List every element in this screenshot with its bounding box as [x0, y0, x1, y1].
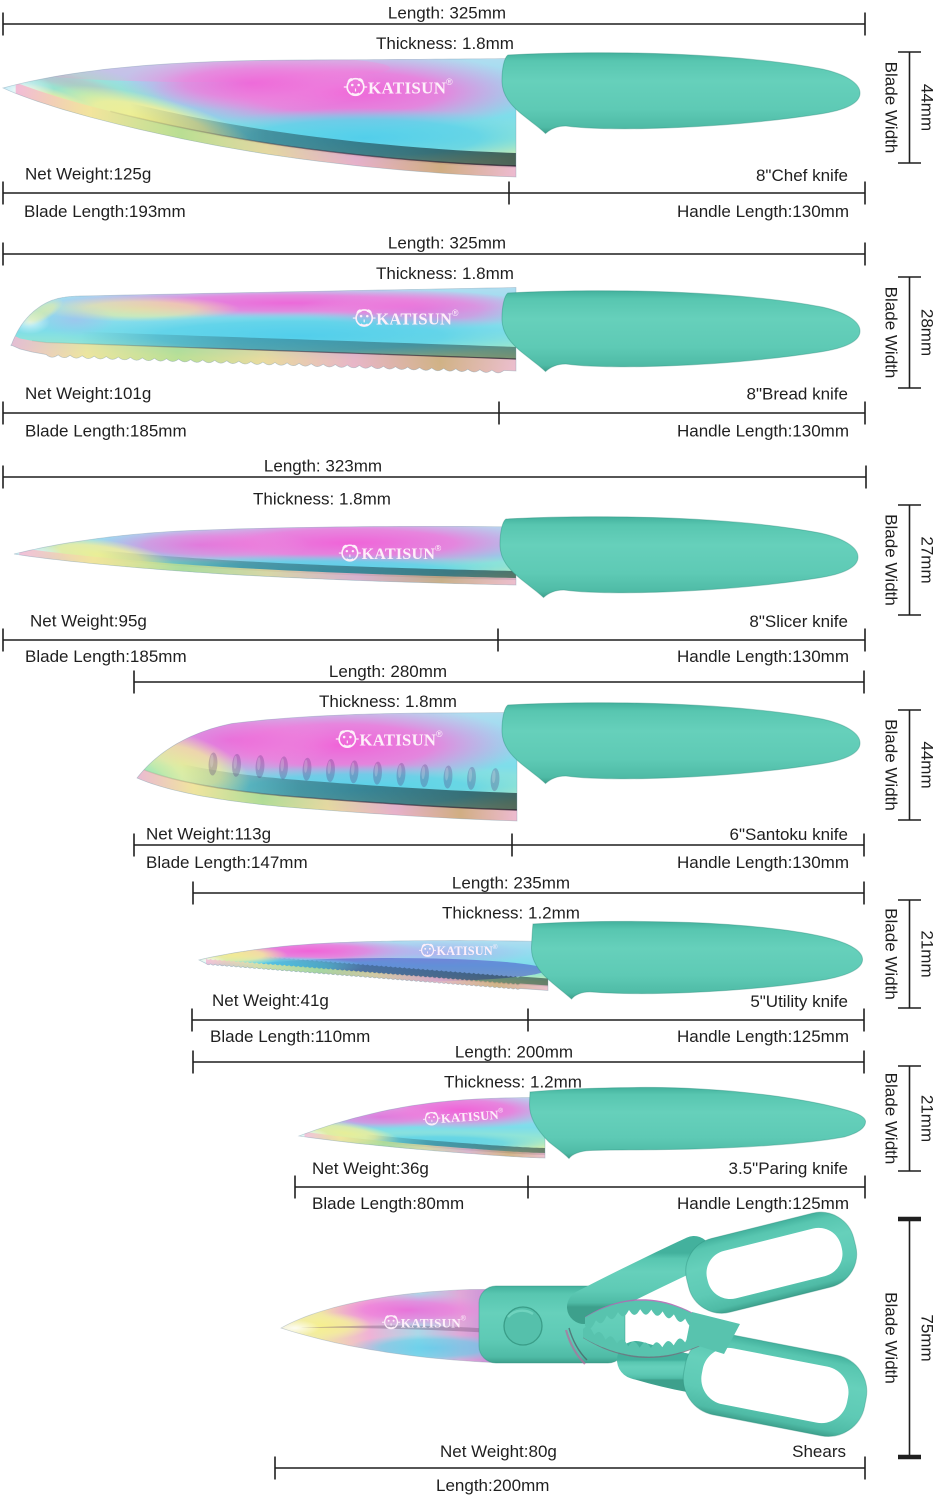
- svg-text:Handle Length:130mm: Handle Length:130mm: [677, 647, 849, 666]
- svg-text:Length: 325mm: Length: 325mm: [388, 4, 506, 23]
- svg-text:21mm: 21mm: [918, 1095, 937, 1142]
- svg-text:Blade Length:185mm: Blade Length:185mm: [25, 647, 187, 666]
- svg-text:44mm: 44mm: [918, 741, 937, 788]
- svg-text:Handle Length:130mm: Handle Length:130mm: [677, 422, 849, 441]
- svg-text:Thickness: 1.8mm: Thickness: 1.8mm: [376, 264, 514, 283]
- svg-text:Blade Length:80mm: Blade Length:80mm: [312, 1194, 464, 1213]
- svg-text:Blade Width: Blade Width: [882, 514, 901, 606]
- svg-text:Net Weight:80g: Net Weight:80g: [440, 1442, 557, 1461]
- svg-text:28mm: 28mm: [918, 309, 937, 356]
- svg-text:Thickness: 1.2mm: Thickness: 1.2mm: [442, 904, 580, 923]
- svg-text:75mm: 75mm: [918, 1314, 937, 1361]
- svg-text:Shears: Shears: [792, 1442, 846, 1461]
- svg-text:27mm: 27mm: [918, 536, 937, 583]
- svg-text:Blade Width: Blade Width: [882, 1073, 901, 1165]
- svg-text:8"Bread knife: 8"Bread knife: [747, 385, 849, 404]
- svg-text:Thickness: 1.2mm: Thickness: 1.2mm: [444, 1073, 582, 1092]
- svg-text:Length: 280mm: Length: 280mm: [329, 662, 447, 681]
- svg-text:Net Weight:125g: Net Weight:125g: [25, 165, 151, 184]
- svg-text:Blade Width: Blade Width: [882, 62, 901, 154]
- svg-text:8"Slicer knife: 8"Slicer knife: [749, 612, 848, 631]
- svg-text:Blade Width: Blade Width: [882, 908, 901, 1000]
- svg-text:Length: 323mm: Length: 323mm: [264, 457, 382, 476]
- svg-text:3.5"Paring knife: 3.5"Paring knife: [729, 1159, 848, 1178]
- svg-text:21mm: 21mm: [918, 930, 937, 977]
- svg-text:8"Chef knife: 8"Chef knife: [756, 166, 848, 185]
- svg-text:Length: 235mm: Length: 235mm: [452, 874, 570, 893]
- svg-text:Length:200mm: Length:200mm: [436, 1476, 549, 1495]
- svg-text:Blade Length:147mm: Blade Length:147mm: [146, 853, 308, 872]
- svg-text:Net Weight:101g: Net Weight:101g: [25, 384, 151, 403]
- svg-text:Blade Width: Blade Width: [882, 1292, 901, 1384]
- svg-text:Net Weight:36g: Net Weight:36g: [312, 1159, 429, 1178]
- svg-text:Handle Length:125mm: Handle Length:125mm: [677, 1027, 849, 1046]
- svg-text:44mm: 44mm: [918, 84, 937, 131]
- svg-text:Blade Width: Blade Width: [882, 287, 901, 379]
- svg-text:Handle Length:125mm: Handle Length:125mm: [677, 1194, 849, 1213]
- svg-text:Length: 200mm: Length: 200mm: [455, 1043, 573, 1062]
- svg-text:5"Utility knife: 5"Utility knife: [750, 992, 848, 1011]
- svg-text:Blade Length:193mm: Blade Length:193mm: [24, 202, 186, 221]
- svg-text:Length: 325mm: Length: 325mm: [388, 234, 506, 253]
- svg-text:Handle Length:130mm: Handle Length:130mm: [677, 853, 849, 872]
- svg-text:Blade Length:185mm: Blade Length:185mm: [25, 422, 187, 441]
- svg-text:Blade Width: Blade Width: [882, 719, 901, 811]
- svg-text:Thickness: 1.8mm: Thickness: 1.8mm: [376, 34, 514, 53]
- svg-text:Net Weight:41g: Net Weight:41g: [212, 991, 329, 1010]
- svg-text:Net Weight:113g: Net Weight:113g: [146, 825, 271, 844]
- svg-text:Net Weight:95g: Net Weight:95g: [30, 612, 147, 631]
- svg-text:Handle Length:130mm: Handle Length:130mm: [677, 202, 849, 221]
- svg-text:6"Santoku knife: 6"Santoku knife: [729, 825, 848, 844]
- svg-text:Thickness: 1.8mm: Thickness: 1.8mm: [253, 490, 391, 509]
- svg-text:Thickness: 1.8mm: Thickness: 1.8mm: [319, 692, 457, 711]
- svg-text:Blade Length:110mm: Blade Length:110mm: [210, 1027, 370, 1046]
